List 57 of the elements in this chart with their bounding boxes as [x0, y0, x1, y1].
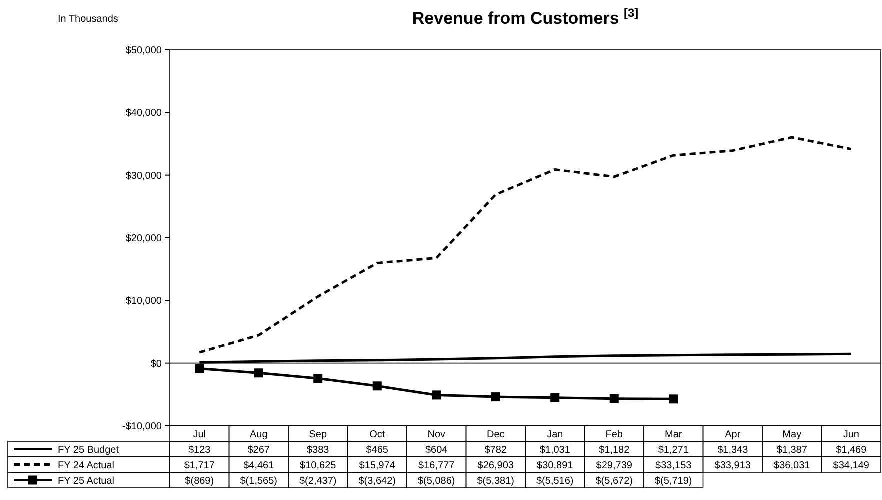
data-label: $4,461 [244, 460, 275, 472]
data-label: $782 [484, 444, 508, 456]
data-label: $33,153 [656, 460, 692, 472]
y-tick-label: -$10,000 [122, 422, 162, 432]
data-label: $(5,381) [477, 476, 514, 487]
x-tick-label: Apr [725, 429, 742, 440]
y-tick-label: $10,000 [126, 296, 162, 308]
data-label: $1,469 [836, 444, 868, 456]
x-tick-label: Nov [428, 429, 446, 440]
data-label: $15,974 [359, 460, 396, 472]
x-tick-label: Sep [309, 429, 328, 440]
data-label: $(5,086) [418, 476, 456, 487]
data-label: $26,903 [478, 460, 514, 472]
data-label: $(2,437) [300, 476, 337, 487]
data-label: $(869) [185, 476, 214, 487]
y-tick-label: $0 [150, 358, 162, 370]
y-tick-label: $20,000 [126, 234, 162, 244]
data-label: $1,271 [658, 444, 690, 456]
x-tick-label: Dec [486, 429, 505, 440]
x-tick-label: May [782, 429, 802, 440]
data-label: $10,625 [300, 460, 337, 472]
data-label: $(3,642) [358, 476, 396, 487]
y-axis-title: In Thousands [58, 14, 118, 25]
data-label: $383 [307, 444, 330, 456]
data-label: $(5,516) [536, 476, 574, 487]
legend-label: FY 25 Actual [58, 476, 115, 487]
data-label: $(5,719) [655, 476, 692, 487]
data-label: $123 [188, 444, 212, 456]
data-label: $1,717 [184, 460, 216, 472]
data-label: $34,149 [833, 460, 870, 472]
legend-label: FY 24 Actual [58, 460, 115, 472]
data-label: $30,891 [537, 460, 574, 472]
chart-title: Revenue from Customers $^{[3]}$ [412, 6, 639, 28]
data-label: $33,913 [714, 460, 752, 472]
x-tick-label: Aug [250, 429, 268, 440]
data-label: $16,777 [418, 460, 456, 472]
x-tick-label: Oct [370, 429, 386, 440]
y-tick-label: $40,000 [126, 108, 162, 120]
legend-label: FY 25 Budget [58, 444, 120, 456]
x-tick-label: Mar [665, 429, 683, 440]
data-label: $1,387 [776, 444, 808, 456]
y-tick-label: $30,000 [126, 170, 162, 182]
x-tick-label: Jan [547, 429, 564, 440]
data-label: $1,343 [718, 444, 749, 456]
x-tick-label: Jul [193, 429, 206, 440]
data-label: $1,182 [599, 444, 630, 456]
data-label: $29,739 [596, 460, 633, 472]
x-tick-label: Jun [843, 429, 860, 440]
data-label: $604 [426, 444, 448, 456]
data-label: $(1,565) [240, 476, 278, 487]
y-tick-label: $50,000 [126, 46, 162, 56]
data-label: $36,031 [774, 460, 811, 472]
data-label: $(5,672) [596, 476, 633, 487]
x-tick-label: Feb [606, 429, 624, 440]
data-label: $1,031 [540, 444, 571, 456]
data-label: $465 [366, 444, 389, 456]
data-label: $267 [248, 444, 270, 456]
